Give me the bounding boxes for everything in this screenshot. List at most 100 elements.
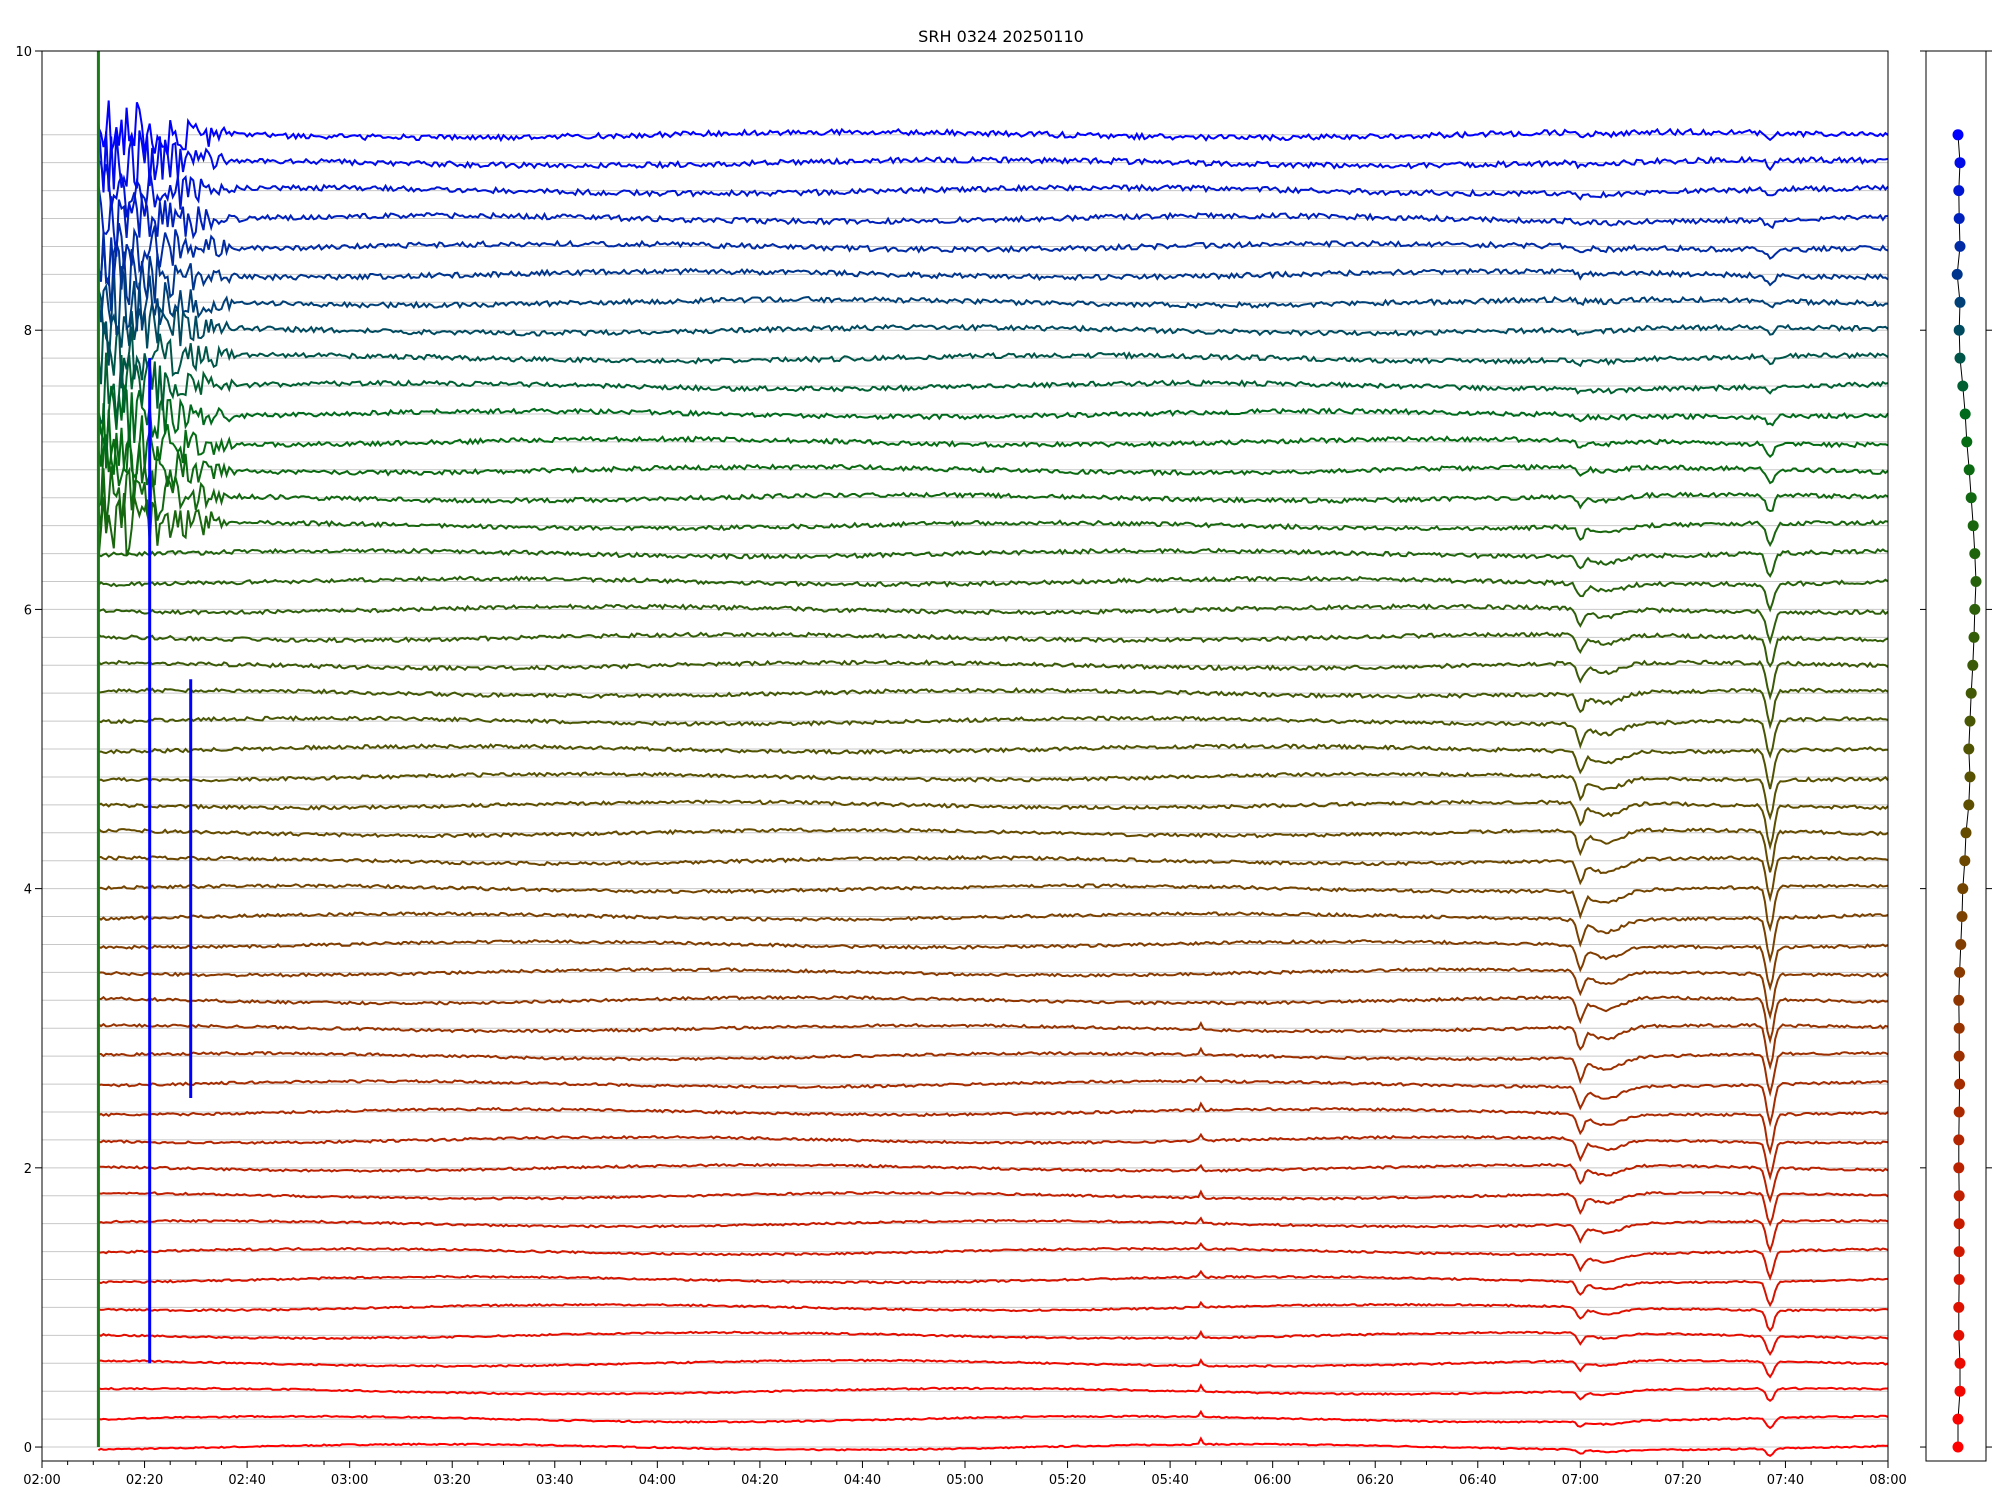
x-tick-label: 05:40 bbox=[1151, 1473, 1188, 1488]
side-point bbox=[1954, 1078, 1966, 1090]
x-tick-label: 06:00 bbox=[1254, 1473, 1291, 1488]
side-point bbox=[1963, 464, 1975, 476]
side-point bbox=[1954, 966, 1966, 978]
side-point bbox=[1957, 380, 1969, 392]
side-point bbox=[1960, 827, 1972, 839]
side-point bbox=[1967, 520, 1979, 532]
side-point bbox=[1952, 1413, 1964, 1425]
x-tick-label: 03:00 bbox=[331, 1473, 368, 1488]
series-line bbox=[97, 493, 1889, 561]
y-tick-label: 8 bbox=[24, 324, 32, 339]
series-line bbox=[97, 1436, 1889, 1457]
side-point bbox=[1953, 185, 1965, 197]
x-tick-label: 05:20 bbox=[1049, 1473, 1086, 1488]
side-panel-frame bbox=[1925, 50, 1987, 1462]
side-point bbox=[1954, 240, 1966, 252]
series-line bbox=[97, 547, 1889, 578]
x-tick-label: 05:00 bbox=[946, 1473, 983, 1488]
side-point bbox=[1968, 631, 1980, 643]
series-line bbox=[97, 403, 1889, 479]
side-point bbox=[1964, 715, 1976, 727]
series-line bbox=[98, 771, 1889, 821]
series-line bbox=[97, 1021, 1889, 1071]
side-point bbox=[1969, 603, 1981, 615]
chart-title: SRH 0324 20250110 bbox=[918, 27, 1084, 46]
side-point bbox=[1961, 436, 1973, 448]
y-axis: 0 2 4 6 8 10 bbox=[15, 45, 42, 1456]
side-point bbox=[1953, 324, 1965, 336]
series-line bbox=[97, 288, 1889, 366]
side-point bbox=[1953, 213, 1965, 224]
series-line bbox=[97, 911, 1889, 964]
side-point bbox=[1953, 1190, 1965, 1202]
series-line bbox=[97, 382, 1889, 456]
series-line bbox=[97, 100, 1889, 156]
side-point bbox=[1953, 1022, 1965, 1034]
series-line bbox=[97, 434, 1889, 508]
series-line bbox=[97, 1329, 1889, 1357]
side-point bbox=[1952, 1441, 1964, 1453]
x-tick-label: 04:00 bbox=[639, 1473, 676, 1488]
series-line bbox=[98, 1242, 1889, 1281]
series-line bbox=[97, 223, 1889, 288]
x-tick-label: 07:00 bbox=[1562, 1473, 1599, 1488]
side-point bbox=[1956, 911, 1968, 922]
side-point bbox=[1965, 492, 1977, 504]
side-point bbox=[1953, 1274, 1965, 1285]
series-line bbox=[97, 631, 1889, 668]
series-line bbox=[98, 1358, 1889, 1379]
side-point bbox=[1969, 548, 1981, 560]
series-line bbox=[98, 1189, 1889, 1227]
side-point bbox=[1953, 1246, 1965, 1258]
side-point bbox=[1953, 1329, 1965, 1341]
series-line bbox=[98, 1383, 1888, 1402]
x-tick-label: 02:00 bbox=[23, 1473, 60, 1488]
series-line bbox=[98, 1409, 1889, 1430]
series-line bbox=[98, 743, 1889, 790]
y-tick-label: 0 bbox=[24, 1441, 32, 1456]
side-point bbox=[1955, 939, 1967, 950]
series-line bbox=[97, 120, 1889, 193]
series-line bbox=[98, 1132, 1889, 1181]
side-point bbox=[1965, 687, 1977, 699]
series-line bbox=[97, 466, 1889, 530]
y-tick-label: 10 bbox=[15, 45, 32, 60]
side-point bbox=[1963, 743, 1975, 755]
x-tick-label: 08:00 bbox=[1869, 1473, 1906, 1488]
x-tick-label: 06:40 bbox=[1459, 1473, 1496, 1488]
series-line bbox=[97, 799, 1889, 851]
side-point bbox=[1959, 855, 1971, 867]
x-tick-label: 02:20 bbox=[126, 1473, 163, 1488]
series-line bbox=[97, 603, 1889, 645]
series-line bbox=[97, 238, 1889, 312]
side-point bbox=[1953, 1218, 1965, 1230]
side-point bbox=[1952, 129, 1964, 141]
y-tick-label: 2 bbox=[24, 1162, 32, 1177]
series-line bbox=[98, 715, 1889, 759]
series-line bbox=[97, 322, 1889, 389]
series-line bbox=[98, 1216, 1889, 1254]
side-point bbox=[1957, 883, 1969, 895]
y-tick-label: 4 bbox=[24, 883, 32, 898]
x-tick-label: 03:20 bbox=[433, 1473, 470, 1488]
side-point bbox=[1954, 352, 1966, 364]
side-point bbox=[1954, 296, 1966, 308]
side-panel bbox=[1920, 50, 1992, 1462]
series-line bbox=[98, 939, 1889, 992]
side-point bbox=[1963, 799, 1975, 811]
series-line bbox=[97, 352, 1889, 426]
y-tick-label: 6 bbox=[24, 603, 32, 618]
x-axis: 02:00 02:20 02:40 03:00 03:20 03:40 04:00 04:20… bbox=[23, 1461, 1907, 1488]
x-tick-label: 07:40 bbox=[1767, 1473, 1804, 1488]
side-point bbox=[1967, 659, 1979, 671]
series-line bbox=[98, 1269, 1889, 1308]
side-point bbox=[1954, 157, 1966, 169]
x-tick-label: 06:20 bbox=[1356, 1473, 1393, 1488]
side-point bbox=[1953, 1301, 1965, 1313]
side-point bbox=[1954, 1357, 1966, 1369]
series-line bbox=[98, 1046, 1889, 1098]
side-point bbox=[1970, 576, 1982, 587]
series-line bbox=[98, 1300, 1889, 1333]
x-tick-label: 04:20 bbox=[741, 1473, 778, 1488]
